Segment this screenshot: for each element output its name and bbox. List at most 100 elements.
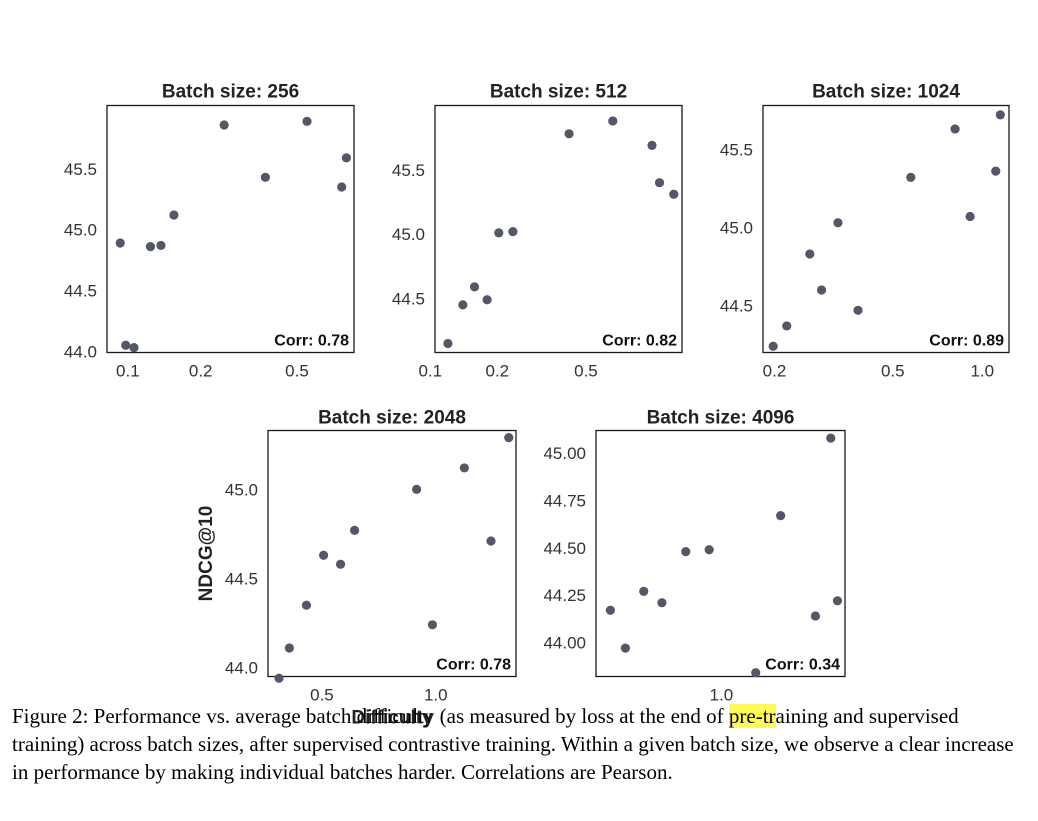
data-point [681, 547, 691, 557]
data-point [991, 166, 1001, 176]
data-point [508, 226, 518, 237]
panel-title: Batch size: 1024 [812, 82, 960, 103]
data-point [318, 550, 329, 560]
data-point [654, 178, 665, 188]
data-point [504, 433, 514, 443]
data-point [482, 295, 492, 305]
x-tick-label: 0.5 [310, 686, 334, 705]
panel-title: Batch size: 2048 [318, 408, 466, 429]
corr-annotation: Corr: 0.82 [602, 333, 677, 350]
data-point [302, 116, 312, 126]
y-axis-label: NDCG@10 [196, 506, 217, 602]
caption-highlight: pre-tr [728, 704, 776, 728]
x-tick-label: 1.0 [710, 686, 734, 705]
data-point [833, 218, 843, 228]
data-point [768, 341, 778, 351]
y-tick-label: 45.0 [64, 221, 97, 240]
panel-batch-1024: Batch size: 1024 0.2 0.5 1.0 44.5 45.0 45.5 Cor… [720, 82, 1010, 381]
data-point [459, 463, 469, 473]
data-point [832, 596, 843, 606]
data-point [782, 321, 792, 331]
data-point [469, 282, 480, 292]
data-point [995, 110, 1005, 120]
data-point [335, 559, 346, 569]
data-point [412, 484, 422, 494]
data-point [156, 240, 166, 251]
y-tick-label: 45.0 [720, 218, 753, 237]
y-tick-label: 45.5 [392, 161, 425, 180]
plot-frame [106, 104, 355, 354]
x-tick-label: 0.2 [763, 362, 787, 381]
data-point [805, 249, 815, 259]
data-point [826, 433, 836, 443]
data-point [816, 285, 827, 295]
panel-title: Batch size: 512 [490, 82, 627, 103]
plot-frame [434, 104, 683, 354]
data-point [657, 598, 667, 608]
y-tick-label: 45.00 [543, 444, 586, 463]
caption-text-start: Figure 2: Performance vs. average batch … [12, 704, 729, 728]
data-point [965, 211, 975, 222]
data-point [341, 153, 351, 163]
data-point [121, 340, 131, 350]
y-tick-label: 44.0 [225, 659, 258, 678]
x-tick-label: 0.2 [189, 362, 213, 381]
data-point [145, 242, 156, 252]
data-point [669, 189, 679, 199]
plot-frame [267, 429, 517, 678]
y-tick-label: 44.5 [64, 281, 97, 300]
x-tick-label: 0.5 [881, 362, 905, 381]
x-tick-label: 1.0 [424, 686, 448, 705]
data-point [494, 228, 504, 238]
x-axis-label: Difficulty [351, 708, 433, 729]
data-point [776, 511, 786, 521]
panel-title: Batch size: 256 [162, 82, 299, 103]
data-point [605, 605, 615, 615]
y-tick-label: 44.75 [543, 492, 586, 511]
data-point [704, 545, 714, 555]
y-tick-label: 44.25 [543, 586, 586, 605]
data-point [458, 300, 468, 310]
panel-batch-512: Batch size: 512 0.1 0.2 0.5 44.5 45.0 45.5 Corr… [392, 82, 683, 381]
data-point [129, 343, 139, 353]
data-point [115, 238, 125, 248]
y-tick-label: 45.5 [720, 140, 753, 159]
y-tick-label: 44.5 [720, 297, 753, 316]
data-point [950, 124, 960, 134]
corr-annotation: Corr: 0.78 [436, 657, 511, 674]
data-point [301, 600, 312, 610]
panel-batch-256: Batch size: 256 0.1 0.2 0.5 44.0 44.5 45.0 45.5… [64, 82, 355, 381]
data-point [260, 172, 270, 182]
y-tick-label: 44.00 [543, 633, 586, 652]
data-point [486, 536, 496, 546]
data-point [337, 182, 347, 192]
x-tick-label: 0.1 [418, 362, 442, 381]
data-point [853, 305, 863, 315]
data-point [284, 643, 294, 653]
y-tick-label: 45.0 [225, 480, 258, 499]
plot-frame [595, 429, 846, 678]
data-point [169, 210, 179, 220]
x-tick-label: 0.5 [574, 362, 598, 381]
data-point [274, 673, 284, 683]
y-tick-label: 44.0 [64, 342, 97, 361]
data-point [219, 120, 229, 130]
figure-caption: Figure 2: Performance vs. average batch … [12, 702, 1032, 786]
panel-batch-2048: Batch size: 2048 0.5 1.0 44.0 44.5 45.0 Corr: … [196, 408, 517, 729]
data-point [443, 338, 453, 349]
data-point [608, 116, 618, 126]
y-tick-label: 45.0 [392, 225, 425, 244]
plot-frame [762, 104, 1010, 354]
data-point [751, 668, 761, 678]
data-point [639, 586, 649, 596]
corr-annotation: Corr: 0.34 [765, 657, 840, 674]
data-point [427, 620, 438, 630]
y-tick-label: 44.5 [392, 289, 425, 308]
data-point [564, 129, 574, 139]
data-point [810, 611, 821, 621]
panel-title: Batch size: 4096 [647, 408, 795, 429]
x-tick-label: 0.2 [485, 362, 509, 381]
y-tick-label: 44.5 [225, 569, 258, 588]
data-point [906, 172, 916, 183]
